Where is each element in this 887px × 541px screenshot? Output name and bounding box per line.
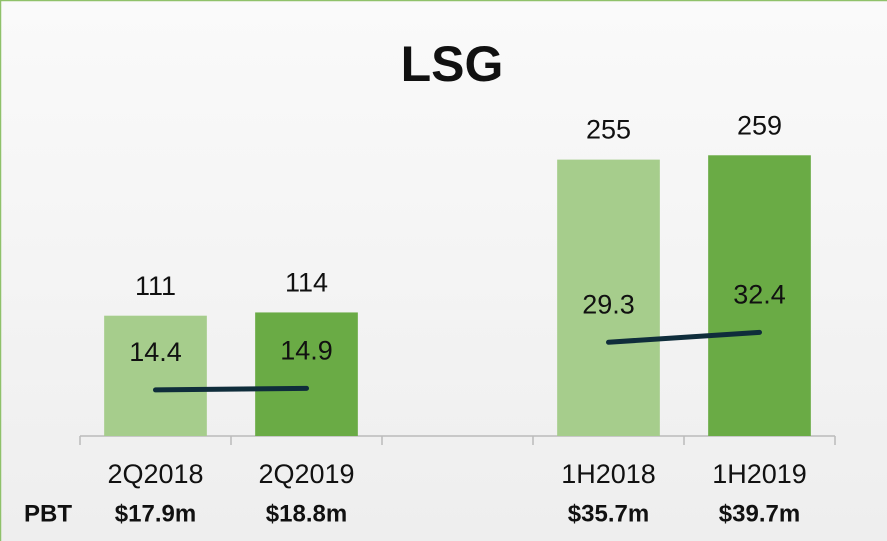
line-value-label: 32.4 xyxy=(733,279,786,309)
chart-title: LSG xyxy=(401,36,504,92)
x-tick-label: 2Q2019 xyxy=(258,459,354,489)
x-tick-label: 1H2019 xyxy=(712,459,807,489)
row-value: $17.9m xyxy=(115,500,196,527)
line-value-label: 29.3 xyxy=(582,289,635,319)
x-tick-label: 1H2018 xyxy=(561,459,656,489)
row-label: PBT xyxy=(24,500,72,527)
bar-value-label: 259 xyxy=(737,110,782,140)
bar-value-label: 111 xyxy=(135,271,176,301)
row-value: $39.7m xyxy=(719,500,800,527)
bar xyxy=(104,315,207,436)
line-value-label: 14.9 xyxy=(280,335,333,365)
bar xyxy=(557,159,660,436)
bar xyxy=(708,155,811,437)
x-tick-label: 2Q2018 xyxy=(107,459,203,489)
line-value-label: 14.4 xyxy=(129,337,182,367)
row-value: $35.7m xyxy=(568,500,649,527)
row-value: $18.8m xyxy=(266,500,347,527)
line xyxy=(153,385,309,393)
bar-value-label: 114 xyxy=(285,268,328,298)
bar-value-label: 255 xyxy=(586,115,631,145)
line xyxy=(606,329,762,345)
bar xyxy=(255,312,358,436)
